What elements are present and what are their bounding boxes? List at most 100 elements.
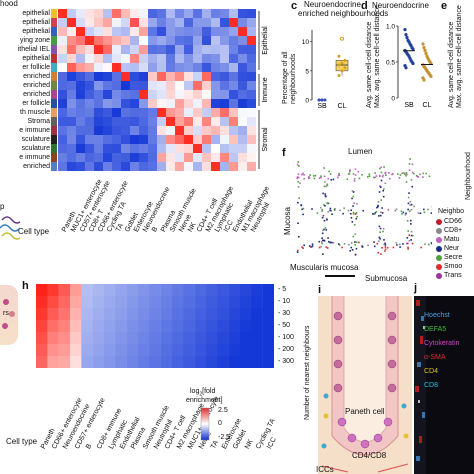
panel-b-heat-cell <box>85 144 95 154</box>
panel-h-heat-cell <box>36 332 48 345</box>
panel-b-heat-cell <box>229 54 239 64</box>
panel-b-heat-cell <box>184 144 194 154</box>
panel-b-row-label: enriched <box>23 73 50 80</box>
panel-b-heat-cell <box>121 99 131 109</box>
panel-b-heat-cell <box>220 126 230 136</box>
panel-b-heat-cell <box>139 18 149 28</box>
panel-h-heat-cell <box>172 344 184 357</box>
panel-f-cell-dot <box>407 196 410 199</box>
panel-f-cell-dot <box>361 173 363 176</box>
panel-b-heat-cell <box>247 72 256 82</box>
panel-b-heat-cell <box>157 63 167 73</box>
panel-b-heat-cell <box>94 27 104 37</box>
panel-f-cell-dot <box>383 188 385 190</box>
panel-b-heat-cell <box>76 90 86 100</box>
panel-b-heat-cell <box>58 153 68 163</box>
panel-f-cell-dot <box>404 173 406 175</box>
panel-b-heat-cell <box>166 126 176 136</box>
panel-f-cell-dot <box>399 246 401 248</box>
panel-b-heat-cell <box>139 126 149 136</box>
panel-f-cell-dot <box>413 172 415 175</box>
panel-h-heat-cell <box>206 320 218 333</box>
panel-e-letter: e <box>441 0 448 12</box>
panel-f-cell-dot <box>296 176 299 178</box>
panel-f-cell-dot <box>399 174 402 176</box>
panel-f-cell-dot <box>402 211 405 214</box>
panel-f-cell-dot <box>343 207 345 210</box>
panel-b-heat-cell <box>229 72 239 82</box>
panel-h-heat-cell <box>126 356 139 368</box>
panel-h-heat-cell <box>240 320 252 333</box>
panel-f-cell-dot <box>323 204 325 206</box>
panel-d-point <box>422 78 426 82</box>
panel-b-heat-cell <box>202 108 212 118</box>
panel-f-cell-dot <box>412 234 414 237</box>
panel-h-heat-cell <box>126 308 139 321</box>
panel-h-heat-cell <box>206 332 218 345</box>
panel-f-cell-dot <box>351 197 353 200</box>
panel-f-cell-dot <box>378 215 380 217</box>
panel-b-heat-cell <box>148 27 158 37</box>
panel-f-cell-dot <box>297 222 299 225</box>
panel-f-cell-dot <box>321 216 324 219</box>
panel-b-heat-cell <box>202 18 212 28</box>
panel-h-heat-cell <box>92 356 105 368</box>
panel-j-stain-label: Cytokeratin <box>424 340 460 347</box>
panel-b-heat-cell <box>94 90 104 100</box>
panel-c-letter: c <box>291 0 298 12</box>
panel-f-cell-dot <box>318 246 321 249</box>
panel-b-heat-cell <box>175 99 185 109</box>
panel-b-heat-cell <box>229 90 239 100</box>
panel-f-cell-dot <box>430 242 432 244</box>
panel-b-row-color <box>51 144 57 153</box>
panel-f-legend-label: CD8+ <box>444 227 463 234</box>
panel-b-heat-cell <box>193 81 203 91</box>
panel-b-heat-cell <box>202 117 212 127</box>
panel-e-ylabel-2: Max. avg. same cell-cell distance <box>456 5 463 108</box>
panel-f-cell-dot <box>319 206 322 209</box>
panel-f-cell-dot <box>388 171 390 174</box>
panel-f-cell-dot <box>400 210 403 213</box>
panel-b-row-color <box>51 36 57 45</box>
panel-b-row-label: ithelial IEL <box>17 46 50 53</box>
panel-b-heat-cell <box>184 108 194 118</box>
panel-f-cell-dot <box>372 213 374 215</box>
panel-f-cell-dot <box>332 242 335 244</box>
panel-b-heat-cell <box>229 99 239 109</box>
panel-h-heat-cell <box>115 308 127 321</box>
panel-f-cell-dot <box>405 172 408 174</box>
panel-f-legend-swatch <box>436 228 442 234</box>
panel-i-letter: i <box>318 284 322 296</box>
panel-f-cell-dot <box>410 223 412 225</box>
panel-c-y-tick-label: 10 <box>302 39 310 46</box>
panel-b-heat-cell <box>130 99 140 109</box>
panel-b-heat-cell <box>76 99 86 109</box>
panel-c-ylabel-2: neighbourhoods <box>290 53 297 104</box>
panel-b-heat-cell <box>247 144 256 154</box>
panel-b-heat-cell <box>112 162 122 171</box>
panel-b-heat-cell <box>130 9 140 19</box>
panel-b-heat-cell <box>166 153 176 163</box>
panel-h-heat-cell <box>217 320 229 333</box>
panel-b-heat-cell <box>139 153 149 163</box>
panel-f-cell-dot <box>382 174 384 177</box>
panel-f-cell-dot <box>331 213 333 215</box>
panel-f-cell-dot <box>338 244 341 246</box>
panel-b-heat-cell <box>166 81 176 91</box>
panel-b-heat-cell <box>220 108 230 118</box>
panel-f-cell-dot <box>381 212 384 214</box>
panel-b-heat-cell <box>94 45 104 55</box>
panel-f-cell-dot <box>311 208 313 210</box>
panel-b-heat-cell <box>229 135 239 145</box>
panel-b-heat-cell <box>85 45 95 55</box>
panel-f-cell-dot <box>406 237 409 239</box>
panel-f-cell-dot <box>323 175 326 178</box>
panel-b-heat-cell <box>130 54 140 64</box>
panel-b-heat-cell <box>130 162 140 171</box>
panel-f-cell-dot <box>324 193 327 195</box>
panel-f-cell-dot <box>323 239 325 242</box>
panel-b-heat-cell <box>103 99 113 109</box>
panel-f-cell-dot <box>353 223 356 226</box>
panel-f-cell-dot <box>378 191 381 193</box>
panel-b-heat-cell <box>229 162 239 171</box>
